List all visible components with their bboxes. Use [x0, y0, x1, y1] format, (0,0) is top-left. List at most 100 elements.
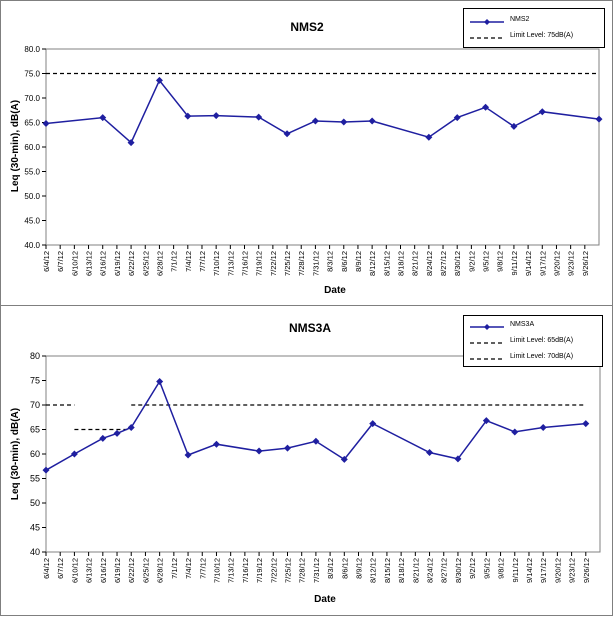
x-tick-label: 7/25/12: [283, 558, 292, 583]
x-tick-label: 7/13/12: [227, 558, 236, 583]
data-point: [311, 117, 319, 125]
data-point: [340, 455, 348, 463]
x-tick-label: 7/16/12: [241, 251, 250, 276]
y-tick-label: 40.0: [24, 241, 40, 250]
y-tick-label: 65.0: [24, 119, 40, 128]
x-tick-label: 9/5/12: [482, 558, 491, 579]
x-tick-label: 8/3/12: [326, 251, 335, 272]
x-tick-label: 8/18/12: [397, 558, 406, 583]
x-axis-label: Date: [314, 594, 336, 605]
series-line: [45, 78, 600, 144]
data-point: [184, 451, 192, 459]
x-tick-label: 8/27/12: [439, 251, 448, 276]
data-point: [369, 420, 377, 428]
x-tick-label: 6/25/12: [141, 251, 150, 276]
x-tick-label: 9/17/12: [538, 251, 547, 276]
x-tick-label: 6/4/12: [42, 558, 51, 579]
x-tick-label: 7/10/12: [212, 558, 221, 583]
legend-entry-nms2: NMS2: [464, 15, 604, 29]
x-tick-label: 8/6/12: [340, 558, 349, 579]
x-tick-label: 8/30/12: [453, 251, 462, 276]
x-tick-label: 7/1/12: [170, 251, 179, 272]
y-tick-label: 40: [30, 547, 40, 557]
data-point: [539, 424, 547, 432]
chart-nms3a: NMS3A Leq (30-min), dB(A) Date 40 45 50 55 6…: [10, 321, 601, 605]
x-tick-label: 6/13/12: [85, 251, 94, 276]
x-tick-label: 6/13/12: [85, 558, 94, 583]
x-tick-label: 8/9/12: [355, 558, 364, 579]
x-tick-label: 6/16/12: [99, 558, 108, 583]
data-point: [340, 118, 348, 126]
data-point: [212, 112, 220, 120]
chart-title: NMS2: [290, 20, 324, 34]
data-point: [212, 440, 220, 448]
y-tick-label: 60: [30, 449, 40, 459]
legend-dashed-line: [470, 342, 504, 344]
data-point: [368, 117, 376, 125]
y-tick-label: 65: [30, 425, 40, 435]
x-axis-label: Date: [324, 285, 346, 296]
legend-entry-limit-65: Limit Level: 65dB(A): [464, 336, 602, 350]
y-tick-label: 60.0: [24, 143, 40, 152]
x-tick-label: 7/31/12: [311, 251, 320, 276]
x-tick-label: 9/14/12: [524, 251, 533, 276]
x-tick-label: 6/22/12: [127, 251, 136, 276]
x-tick-label: 6/7/12: [56, 558, 65, 579]
data-point: [283, 130, 291, 138]
chart-panel-nms2: NMS2 Leq (30-min), dB(A) Date 40.0 45.0 50…: [0, 0, 613, 306]
x-tick-label: 8/21/12: [411, 251, 420, 276]
y-tick-label: 70: [30, 400, 40, 410]
y-tick-label: 70.0: [24, 94, 40, 103]
x-tick-label: 6/28/12: [156, 558, 165, 583]
x-tick-label: 8/24/12: [425, 251, 434, 276]
data-point: [283, 444, 291, 452]
x-tick-label: 9/20/12: [553, 558, 562, 583]
x-tick-label: 7/25/12: [283, 251, 292, 276]
data-point: [482, 417, 490, 425]
x-tick-label: 7/19/12: [255, 558, 264, 583]
legend-line-marker: [470, 324, 504, 330]
y-tick-label: 45: [30, 523, 40, 533]
y-tick-label: 80.0: [24, 45, 40, 54]
data-point: [70, 450, 78, 458]
legend-entry-nms3a: NMS3A: [464, 320, 602, 334]
x-tick-label: 7/10/12: [212, 251, 221, 276]
data-point: [255, 447, 263, 455]
x-tick-label: 7/22/12: [269, 251, 278, 276]
y-tick-label: 55.0: [24, 168, 40, 177]
x-tick-label: 7/4/12: [184, 558, 193, 579]
chart-title: NMS3A: [289, 321, 331, 335]
x-tick-label: 9/11/12: [511, 558, 520, 582]
legend-label: Limit Level: 75dB(A): [510, 32, 574, 39]
x-tick-label: 9/20/12: [552, 251, 561, 276]
x-tick-label: 6/10/12: [70, 558, 79, 583]
legend-dashed-line: [470, 37, 504, 39]
chart-nms2: NMS2 Leq (30-min), dB(A) Date 40.0 45.0 50…: [10, 20, 603, 296]
x-tick-label: 7/28/12: [297, 251, 306, 276]
data-point: [511, 428, 519, 436]
x-tick-label: 8/30/12: [454, 558, 463, 583]
x-tick-label: 8/15/12: [383, 558, 392, 583]
x-tick-label: 7/16/12: [241, 558, 250, 583]
chart-panel-nms3a: NMS3A Leq (30-min), dB(A) Date 40 45 50 55 6…: [0, 305, 613, 616]
x-tick-label: 7/7/12: [198, 558, 207, 579]
chart-legend: NMS3A Limit Level: 65dB(A) Limit Level: …: [463, 315, 603, 367]
data-point: [454, 455, 462, 463]
y-axis-label: Leq (30-min), dB(A): [10, 100, 21, 192]
x-tick-label: 7/28/12: [298, 558, 307, 583]
data-point: [595, 115, 603, 123]
x-tick-label: 9/8/12: [496, 251, 505, 272]
data-point: [127, 139, 135, 147]
x-tick-label: 7/31/12: [312, 558, 321, 583]
data-point: [99, 434, 107, 442]
x-tick-label: 6/4/12: [42, 251, 51, 272]
x-tick-label: 9/5/12: [482, 251, 491, 272]
x-tick-label: 8/12/12: [368, 251, 377, 276]
x-tick-label: 8/27/12: [440, 558, 449, 583]
data-point: [156, 377, 164, 385]
x-tick-label: 7/13/12: [226, 251, 235, 276]
data-point: [113, 429, 121, 437]
x-tick-label: 9/2/12: [468, 558, 477, 579]
x-tick-label: 9/23/12: [568, 558, 577, 583]
legend-label: NMS3A: [510, 321, 535, 328]
